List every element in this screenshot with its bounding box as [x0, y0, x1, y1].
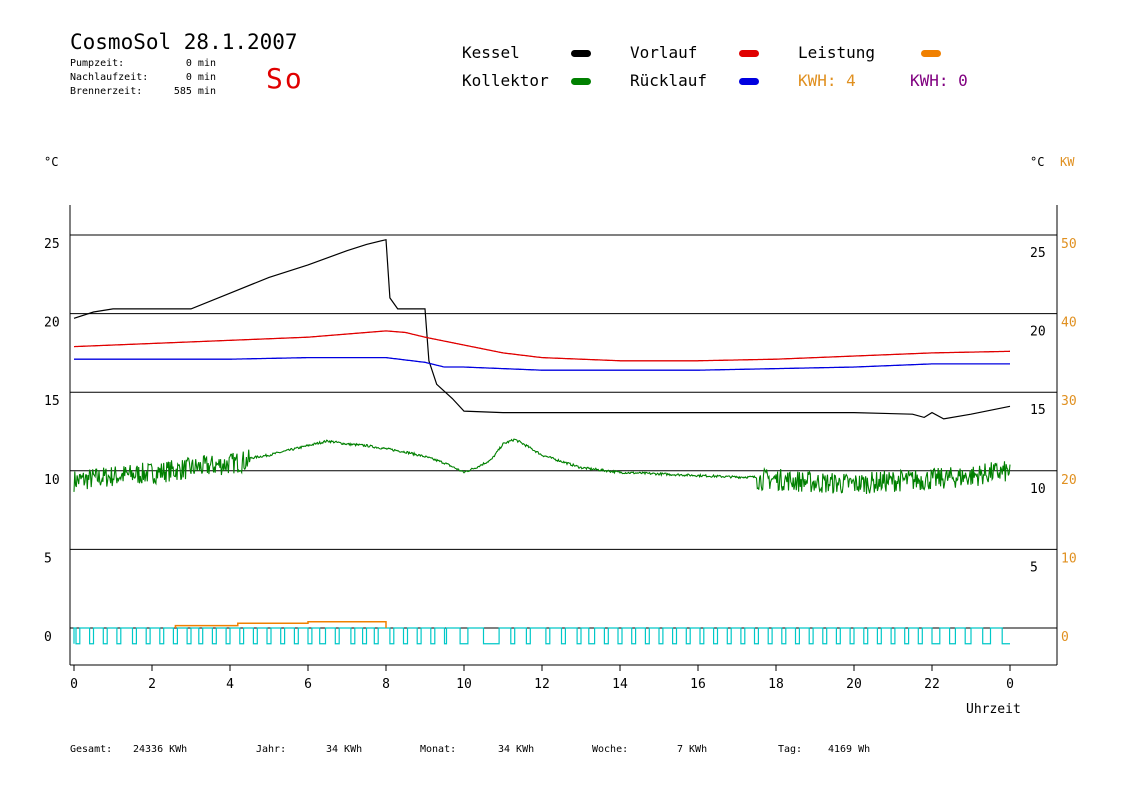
- y-tick-label-right: 10: [1030, 482, 1046, 497]
- stat-value: 0 min: [185, 58, 216, 69]
- y-tick-label-kw: 10: [1061, 551, 1077, 566]
- x-tick-label: 22: [924, 677, 940, 692]
- legend-kessel-label: Kessel: [462, 43, 520, 62]
- footer-tag-value: 4169 Wh: [828, 744, 871, 755]
- legend-ruecklauf-label: Rücklauf: [630, 71, 708, 90]
- y-tick-label-left: 15: [44, 394, 60, 409]
- y-tick-label-left: 5: [44, 551, 52, 566]
- legend-kollektor-swatch: [571, 78, 591, 85]
- y-tick-label-kw: 0: [1061, 630, 1069, 645]
- series-line-kessel: [73, 238, 1011, 420]
- y-tick-label-left: 10: [44, 473, 60, 488]
- legend-leistung-label: Leistung: [798, 43, 876, 62]
- y-tick-label-kw: 40: [1061, 316, 1077, 331]
- footer-jahr-label: Jahr:: [256, 744, 287, 755]
- footer-monat-value: 34 KWh: [498, 744, 535, 755]
- x-axis-label: Uhrzeit: [966, 702, 1021, 717]
- x-tick-label: 0: [1006, 677, 1014, 692]
- chart-grid: [69, 205, 1058, 666]
- legend-kollektor-label: Kollektor: [462, 71, 549, 90]
- x-tick-label: 12: [534, 677, 550, 692]
- y-tick-label-right: 5: [1030, 560, 1038, 575]
- legend-kessel-swatch: [571, 50, 591, 57]
- y-tick-label-kw: 20: [1061, 473, 1077, 488]
- stat-label: Pumpzeit:: [70, 58, 125, 69]
- series-line-leistung: [174, 620, 387, 628]
- left-axis-unit: °C: [44, 155, 59, 169]
- x-tick-label: 10: [456, 677, 472, 692]
- x-tick-label: 18: [768, 677, 784, 692]
- x-tick-label: 16: [690, 677, 706, 692]
- chart-title: CosmoSol 28.1.2007: [70, 30, 298, 54]
- right-axis-unit-kw: KW: [1060, 155, 1075, 169]
- legend-ruecklauf-swatch: [739, 78, 759, 85]
- footer-gesamt-value: 24336 KWh: [133, 744, 188, 755]
- x-tick-label: 8: [382, 677, 390, 692]
- y-tick-label-right: 15: [1030, 403, 1046, 418]
- stat-value: 585 min: [173, 86, 216, 97]
- footer-monat-label: Monat:: [420, 744, 457, 755]
- y-tick-label-right: 25: [1030, 246, 1046, 261]
- pump-cycle-wave: [73, 627, 1010, 645]
- legend-kwh-2: KWH: 0: [910, 71, 968, 90]
- footer-woche-label: Woche:: [592, 744, 629, 755]
- legend-vorlauf-swatch: [739, 50, 759, 57]
- right-axis-unit-c: °C: [1030, 155, 1045, 169]
- y-tick-label-left: 20: [44, 316, 60, 331]
- footer-gesamt-label: Gesamt:: [70, 744, 113, 755]
- y-tick-label-left: 25: [44, 237, 60, 252]
- legend-leistung-swatch: [921, 50, 941, 57]
- stat-brennerzeit: Brennerzeit: 585 min: [70, 86, 216, 97]
- stat-pumpzeit: Pumpzeit: 0 min: [70, 58, 216, 69]
- footer-woche-value: 7 KWh: [677, 744, 708, 755]
- legend-vorlauf-label: Vorlauf: [630, 43, 698, 62]
- y-tick-label-kw: 30: [1061, 394, 1077, 409]
- footer-tag-label: Tag:: [778, 744, 803, 755]
- stat-value: 0 min: [185, 72, 216, 83]
- weekday-label: So: [266, 62, 304, 95]
- series-line-vorlauf: [74, 330, 1010, 362]
- x-tick-label: 14: [612, 677, 628, 692]
- y-tick-label-left: 0: [44, 630, 52, 645]
- series-line-kollektor: [73, 438, 1011, 495]
- chart-ticks: 0 5 10 15 20 25 5 10 15 20 25 0 10 20 30 40 50 0 2 4 6 8 10 12 1…: [44, 237, 1077, 692]
- y-tick-label-kw: 50: [1061, 237, 1077, 252]
- x-tick-label: 2: [148, 677, 156, 692]
- x-tick-label: 6: [304, 677, 312, 692]
- legend-kwh-1: KWH: 4: [798, 71, 856, 90]
- x-tick-label: 20: [846, 677, 862, 692]
- chart-series: [73, 238, 1011, 628]
- footer-jahr-value: 34 KWh: [326, 744, 363, 755]
- stat-nachlaufzeit: Nachlaufzeit: 0 min: [70, 72, 216, 83]
- stat-label: Nachlaufzeit:: [70, 72, 149, 83]
- series-line-rcklauf: [74, 356, 1010, 371]
- x-tick-label: 0: [70, 677, 78, 692]
- stat-label: Brennerzeit:: [70, 86, 143, 97]
- y-tick-label-right: 20: [1030, 325, 1046, 340]
- x-tick-label: 4: [226, 677, 234, 692]
- pump-cycles: [73, 627, 1010, 645]
